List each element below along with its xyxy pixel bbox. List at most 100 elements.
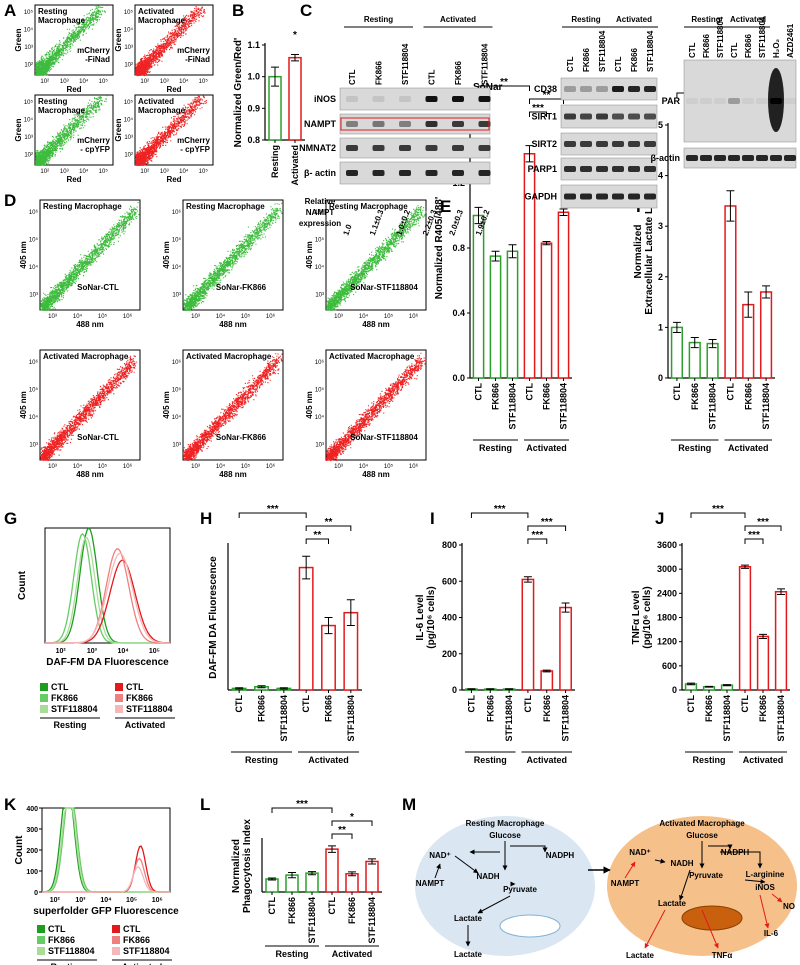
x-tick-label: STF118804 xyxy=(722,695,732,742)
y-axis-label: Green xyxy=(14,118,23,141)
legend-label: STF118804 xyxy=(51,704,98,714)
significance-bracket xyxy=(690,512,746,518)
legend-swatch xyxy=(112,936,120,944)
legend-label: CTL xyxy=(123,924,141,934)
blot-band xyxy=(628,193,640,200)
bar xyxy=(523,153,536,379)
error-bar xyxy=(542,669,551,673)
bar xyxy=(724,205,737,379)
significance-label: ** xyxy=(338,825,346,836)
blot-band xyxy=(700,98,712,104)
error-bar xyxy=(271,66,279,87)
plot-title: Resting xyxy=(38,97,67,106)
node-label: Lactate xyxy=(658,899,687,908)
blot-strip xyxy=(339,161,491,185)
y-tick-label: 1.1 xyxy=(247,40,260,50)
error-bar xyxy=(257,685,266,689)
blot-band xyxy=(742,98,754,104)
bar xyxy=(738,566,752,691)
x-tick-label: 10³ xyxy=(334,464,343,470)
blot-band xyxy=(478,121,491,127)
y-axis-label: (pg/10⁶ cells) xyxy=(642,586,653,648)
blot-band xyxy=(452,96,464,102)
panel-letter: J xyxy=(655,509,664,528)
error-bar xyxy=(368,858,376,865)
plot-title: Activated Macrophage xyxy=(329,352,415,361)
y-tick-label: 10³ xyxy=(29,442,38,448)
blot-band xyxy=(596,166,608,172)
legend-swatch xyxy=(37,925,45,933)
node-label: NADH xyxy=(476,872,499,881)
x-tick-label: 10⁵ xyxy=(241,313,251,320)
blot-band xyxy=(399,145,411,151)
x-tick-label: 10⁴ xyxy=(179,168,189,175)
x-tick-label: 10⁵ xyxy=(241,463,251,470)
x-tick-label: 10⁶ xyxy=(409,313,419,320)
x-axis-label: superfolder GFP Fluorescence xyxy=(33,906,179,917)
node-label: NADH xyxy=(670,859,693,868)
row-label: iNOS xyxy=(314,94,336,104)
error-bar xyxy=(308,871,316,876)
pathway-arrow xyxy=(434,863,441,879)
x-axis-label: 488 nm xyxy=(219,470,247,479)
y-tick-label: 5 xyxy=(658,120,663,130)
significance-label: * xyxy=(293,30,297,41)
x-tick-label: 10³ xyxy=(160,169,169,175)
histogram-curve xyxy=(42,865,170,893)
significance-bracket xyxy=(305,538,329,544)
group-label: Activated xyxy=(730,15,766,24)
blot-band xyxy=(644,113,656,120)
legend-label: FK866 xyxy=(123,935,150,945)
error-bar xyxy=(542,241,551,246)
x-tick-label: STF118804 xyxy=(708,383,718,430)
y-tick-label: 0 xyxy=(34,890,38,897)
error-bar xyxy=(288,872,296,879)
x-tick-label: CTL xyxy=(686,695,696,713)
blot-band xyxy=(346,96,358,102)
par-smear xyxy=(768,68,784,132)
y-tick-label: 2 xyxy=(658,272,663,282)
y-tick-label: 0 xyxy=(658,373,663,383)
blot-band xyxy=(628,141,640,147)
y-tick-label: 10⁵ xyxy=(29,236,39,243)
caption: Relative xyxy=(305,197,336,206)
y-axis-label: Extracellular Lactate Level xyxy=(644,188,655,314)
y-tick-label: 10⁵ xyxy=(124,9,134,16)
panel-letter: M xyxy=(402,795,416,814)
y-axis-label: Phagocytosis Index xyxy=(242,819,253,913)
blot-band xyxy=(564,166,576,172)
y-axis-label: DAF-FM DA Fluorescence xyxy=(208,556,219,679)
mitochondrion xyxy=(681,905,743,931)
significance-bracket xyxy=(271,807,333,813)
x-tick-label: 10⁵ xyxy=(98,313,108,320)
x-tick-label: STF118804 xyxy=(504,695,514,742)
node-label: L-arginine xyxy=(746,870,785,879)
x-tick-label: FK866 xyxy=(257,695,267,722)
x-tick-label: CTL xyxy=(725,383,735,401)
error-bar xyxy=(467,688,476,690)
x-tick-label: 10⁶ xyxy=(123,313,133,320)
group-label: Resting xyxy=(678,443,711,453)
blot-band xyxy=(612,166,624,172)
x-tick-label: 10³ xyxy=(160,79,169,85)
x-tick-label: FK866 xyxy=(542,695,552,722)
blot-band xyxy=(346,170,358,176)
x-tick-label: 10³ xyxy=(87,648,98,655)
error-bar xyxy=(687,682,695,686)
significance-label: ** xyxy=(500,77,508,88)
x-tick-label: STF118804 xyxy=(367,897,377,944)
y-tick-label: 300 xyxy=(26,827,38,834)
panel-letter: H xyxy=(200,509,212,528)
lane-label: STF118804 xyxy=(481,43,490,85)
x-tick-label: 10⁵ xyxy=(384,463,394,470)
group-label: Resting xyxy=(479,443,512,453)
x-tick-label: CTL xyxy=(466,695,476,713)
legend-label: CTL xyxy=(48,924,66,934)
error-bar xyxy=(505,688,514,690)
blot-strip xyxy=(560,77,658,101)
y-tick-label: 10³ xyxy=(315,292,324,298)
significance-bracket xyxy=(238,512,307,518)
x-tick-label: 10⁶ xyxy=(266,463,276,470)
group-label: Resting xyxy=(692,755,725,765)
panel-letter: C xyxy=(300,1,312,20)
